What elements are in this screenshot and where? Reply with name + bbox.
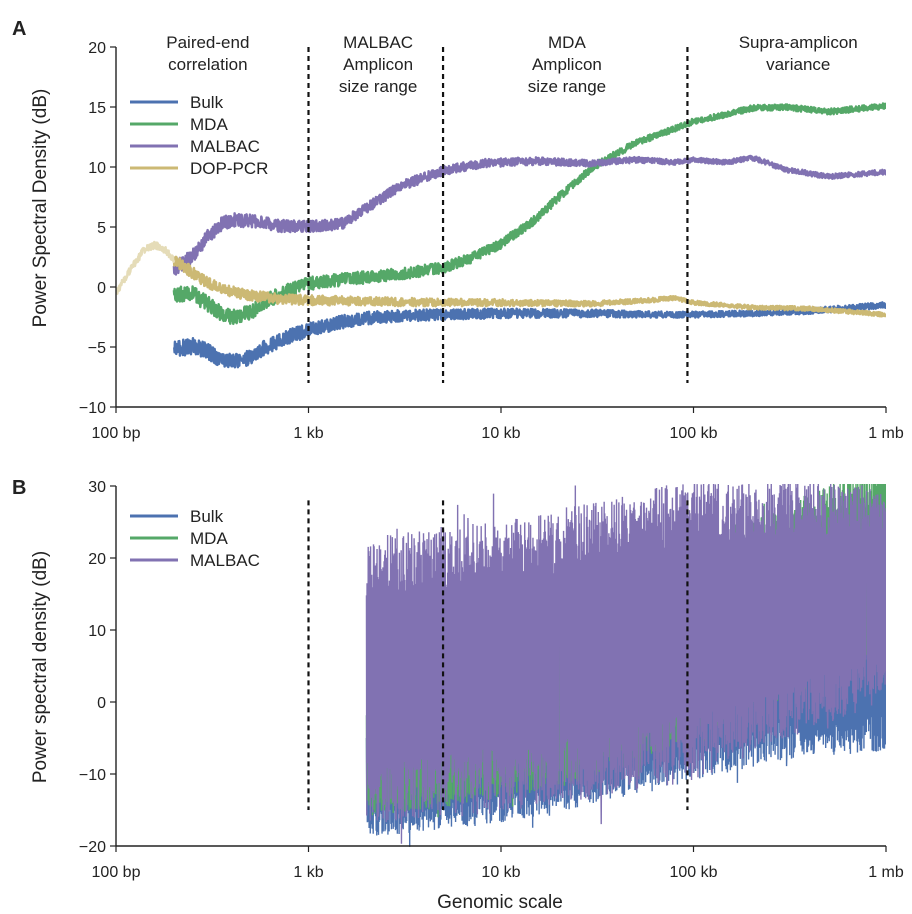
panel-a-series-mda xyxy=(172,102,886,326)
panel-a-legend-label-mda: MDA xyxy=(190,115,228,134)
panel-a-region-label: MALBAC xyxy=(343,33,413,52)
panel-b-letter: B xyxy=(12,477,26,499)
panel-a-letter: A xyxy=(12,18,26,40)
panel-a-region-label: size range xyxy=(528,77,606,96)
panel-b-legend: Bulk MDA MALBAC xyxy=(130,507,260,570)
panel-b-legend-label-mda: MDA xyxy=(190,529,228,548)
panel-b-y-tick-label: 0 xyxy=(97,695,106,712)
panel-b-legend-label-malbac: MALBAC xyxy=(190,551,260,570)
panel-a-chart: −10 −5 0 5 10 15 20 100 bp 1 kb 10 kb 100 kb 1 mb Pa… xyxy=(79,33,904,442)
panel-a-x-tick-label: 100 kb xyxy=(669,425,717,442)
panel-b-legend-label-bulk: Bulk xyxy=(190,507,224,526)
panel-b-x-tick-label: 100 kb xyxy=(669,864,717,881)
panel-b-y-tick-label: 30 xyxy=(88,479,106,496)
panel-a-y-tick-label: 15 xyxy=(88,100,106,117)
panel-a-region-label: variance xyxy=(766,55,830,74)
panel-a-x-tick-label: 100 bp xyxy=(92,425,141,442)
panel-a-y-axis-label: Power Spectral Density (dB) xyxy=(30,89,51,328)
panel-a-region-label: Amplicon xyxy=(532,55,602,74)
panel-a-legend: Bulk MDA MALBAC DOP-PCR xyxy=(130,93,268,178)
panel-a-x-tick-label: 1 kb xyxy=(293,425,323,442)
panel-a-y-tick-label: −5 xyxy=(88,340,106,357)
panel-b-y-tick-label: 20 xyxy=(88,551,106,568)
panel-b-y-axis-label: Power spectral density (dB) xyxy=(30,551,51,783)
panel-b-x-tick-label: 1 mb xyxy=(868,864,904,881)
panel-a-series-bulk xyxy=(173,301,886,369)
panel-a-x-tick-label: 10 kb xyxy=(481,425,520,442)
panel-a-region-label: MDA xyxy=(548,33,586,52)
panel-a-series-malbac xyxy=(172,154,886,276)
panel-b-x-tick-label: 100 bp xyxy=(92,864,141,881)
x-axis-label: Genomic scale xyxy=(437,892,563,913)
panel-b-y-tick-label: −10 xyxy=(79,767,106,784)
panel-a-series-dop-pcr xyxy=(172,255,886,318)
panel-a-x-tick-label: 1 mb xyxy=(868,425,904,442)
panel-a-y-tick-label: 5 xyxy=(97,220,106,237)
panel-a-region-label: Amplicon xyxy=(343,55,413,74)
panel-b-x-tick-label: 10 kb xyxy=(481,864,520,881)
panel-b-y-tick-label: 10 xyxy=(88,623,106,640)
panel-a-y-tick-label: 20 xyxy=(88,40,106,57)
panel-a-region-label: Supra-amplicon xyxy=(739,33,858,52)
panel-a-region-label: size range xyxy=(339,77,417,96)
panel-a-region-label: correlation xyxy=(168,55,247,74)
panel-a-legend-label-malbac: MALBAC xyxy=(190,137,260,156)
panel-a-y-tick-label: −10 xyxy=(79,400,106,417)
panel-b-x-tick-label: 1 kb xyxy=(293,864,323,881)
panel-b-chart: −20 −10 0 10 20 30 100 bp 1 kb 10 kb 100 kb 1 mb B… xyxy=(79,479,904,881)
panel-b-series-malbac xyxy=(365,484,886,844)
panel-a-region-label: Paired-end xyxy=(166,33,249,52)
panel-a-y-tick-label: 0 xyxy=(97,280,106,297)
panel-b-y-tick-label: −20 xyxy=(79,839,106,856)
panel-a-legend-label-bulk: Bulk xyxy=(190,93,224,112)
panel-a-series-dop-pcr-faint xyxy=(116,240,176,295)
panel-a-y-tick-label: 10 xyxy=(88,160,106,177)
panel-a-legend-label-dop-pcr: DOP-PCR xyxy=(190,159,268,178)
